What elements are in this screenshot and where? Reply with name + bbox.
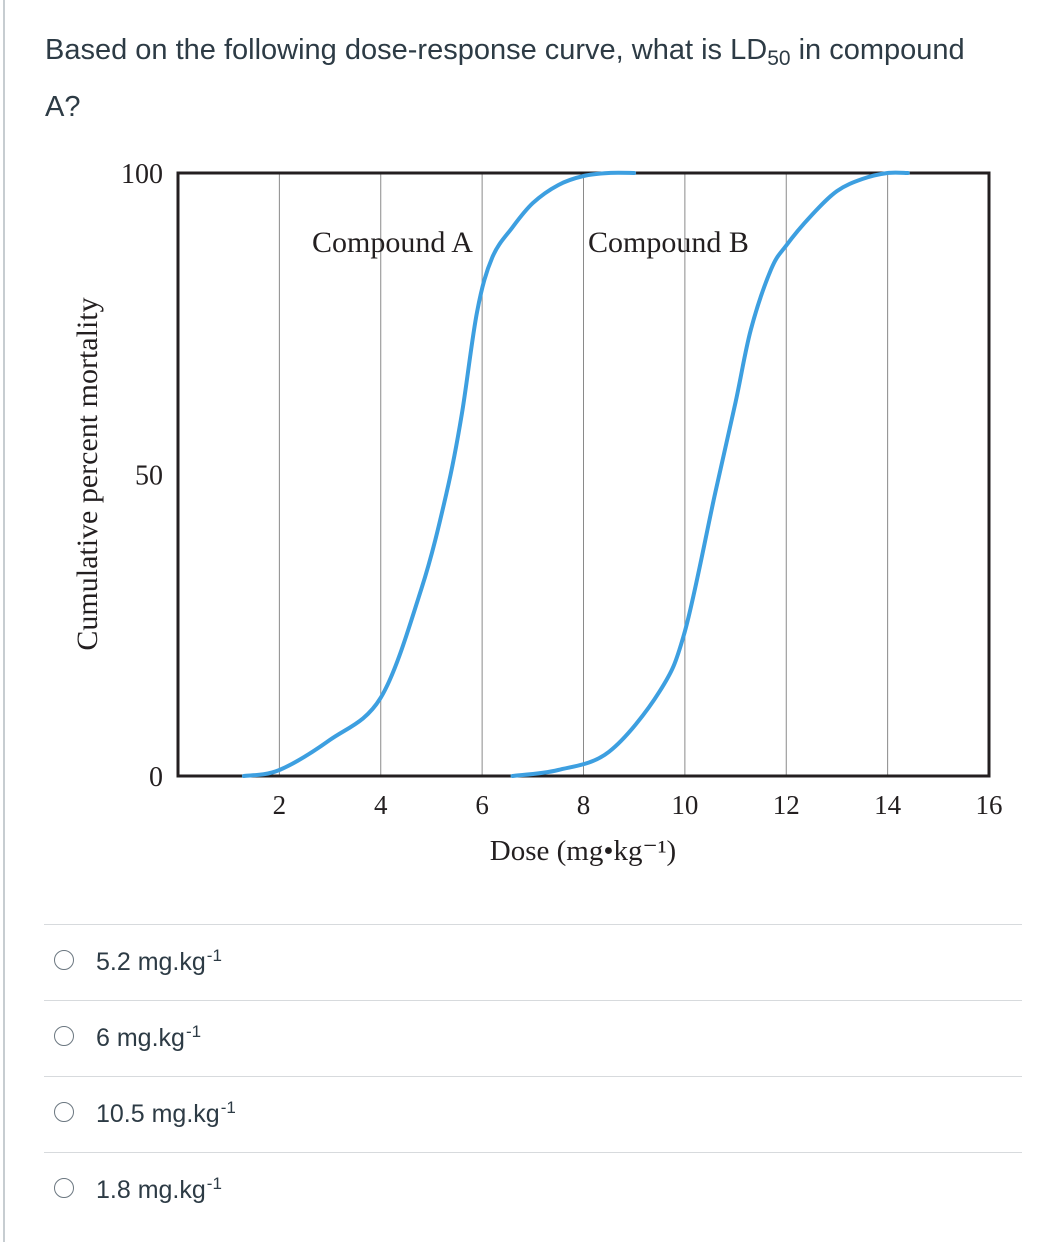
answer-option-3[interactable]: 10.5 mg.kg-1 (44, 1077, 1022, 1152)
answer-option-2[interactable]: 6 mg.kg-1 (44, 1001, 1022, 1076)
radio-button[interactable] (54, 1178, 74, 1198)
x-tick-label-12: 12 (773, 790, 800, 820)
y-tick-label-0: 0 (149, 762, 163, 793)
question-part-2: in compound A? (45, 34, 965, 123)
answer-label: 6 mg.kg-1 (96, 1022, 202, 1052)
radio-button[interactable] (54, 1026, 74, 1046)
series-line-compound-b (510, 170, 910, 778)
question-part-1: Based on the following dose-response cur… (45, 34, 768, 66)
answer-option-4[interactable]: 1.8 mg.kg-1 (44, 1153, 1022, 1228)
x-tick-label-6: 6 (475, 790, 489, 820)
x-tick-label-14: 14 (874, 790, 902, 820)
left-border (3, 0, 5, 1242)
question-subscript: 50 (767, 47, 791, 70)
y-axis-label: Cumulative percent mortality (71, 297, 104, 650)
x-tick-label-10: 10 (671, 790, 698, 820)
answer-divider (44, 1076, 1022, 1077)
answer-divider (44, 924, 1022, 925)
plot-frame (176, 171, 991, 778)
answer-label: 1.8 mg.kg-1 (96, 1174, 222, 1204)
x-axis-label: Dose (mg•kg⁻¹) (490, 835, 676, 867)
series-label-compound-a: Compound A (312, 226, 473, 259)
answer-option-1[interactable]: 5.2 mg.kg-1 (44, 925, 1022, 1000)
question-text: Based on the following dose-response cur… (45, 26, 1005, 131)
x-tick-label-4: 4 (374, 790, 388, 820)
answer-label: 5.2 mg.kg-1 (96, 946, 222, 976)
y-tick-label-50: 50 (135, 461, 163, 492)
x-tick-label-2: 2 (273, 790, 287, 820)
radio-button[interactable] (54, 1102, 74, 1122)
series-line-compound-a (241, 170, 637, 778)
dose-response-chart: 2 4 6 8 10 12 14 16 0 50 100 Compound A Compound B… (71, 159, 1003, 867)
answer-label: 10.5 mg.kg-1 (96, 1098, 236, 1128)
answer-divider (44, 1000, 1022, 1001)
series-label-compound-b: Compound B (588, 226, 749, 259)
x-tick-label-16: 16 (976, 790, 1003, 820)
radio-button[interactable] (54, 950, 74, 970)
x-tick-label-8: 8 (577, 790, 591, 820)
y-tick-label-100: 100 (121, 159, 163, 190)
answer-list: 5.2 mg.kg-1 6 mg.kg-1 10.5 mg.kg-1 1.8 m… (44, 924, 1022, 1228)
answer-divider (44, 1152, 1022, 1153)
